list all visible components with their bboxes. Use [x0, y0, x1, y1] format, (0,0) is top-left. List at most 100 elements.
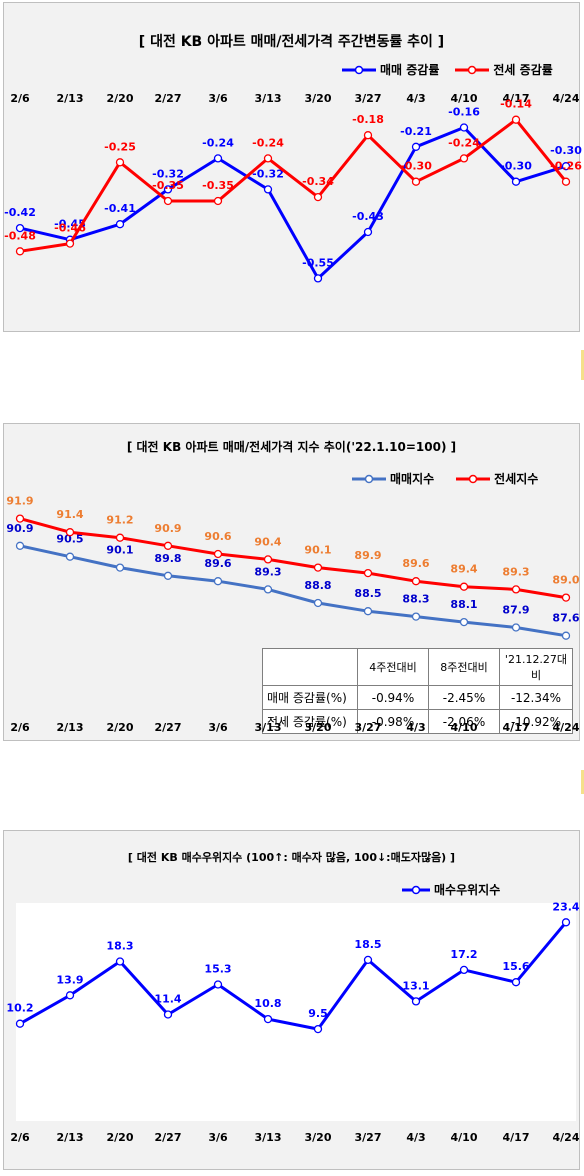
data-label: 89.6: [204, 557, 231, 570]
table-cell: -2.45%: [428, 685, 500, 710]
chart3-legend-label: 매수우위지수: [434, 883, 501, 897]
x-tick-label: 2/27: [155, 1131, 182, 1144]
data-point: [511, 623, 521, 632]
data-label: -0.18: [352, 113, 384, 126]
data-point: [313, 563, 323, 572]
table-cell: -10.92%: [499, 709, 573, 734]
data-label: 90.1: [106, 544, 133, 557]
data-label: -0.14: [500, 98, 532, 111]
table-header: '21.12.27대비: [499, 648, 573, 686]
data-label: -0.46: [54, 222, 86, 235]
x-tick-label: 4/3: [406, 1131, 425, 1144]
table-header: 8주전대비: [428, 648, 500, 686]
table-cell: -2.06%: [428, 709, 500, 734]
data-point: [561, 177, 571, 186]
x-tick-label: 3/13: [255, 721, 282, 734]
data-point: [363, 607, 373, 616]
change-table: 4주전대비 8주전대비 '21.12.27대비 매매 증감률(%) -0.94%…: [262, 648, 573, 734]
data-point: [313, 1024, 323, 1034]
data-label: 91.4: [56, 508, 83, 521]
data-label: -0.35: [152, 179, 184, 192]
chart3-title: [ 대전 KB 매수우위지수 (100↑: 매수자 많음, 100↓:매도자많음…: [127, 851, 456, 864]
data-label: -0.45: [54, 218, 86, 231]
x-tick-label: 4/24: [553, 721, 580, 734]
chart2-legend: 매매지수 전세지수: [352, 470, 538, 487]
data-point: [363, 227, 373, 237]
data-label: 91.2: [106, 514, 133, 527]
x-tick-label: 2/6: [10, 721, 30, 734]
series-line: [19, 118, 568, 253]
data-label: -0.25: [104, 140, 136, 153]
x-tick-label: 4/24: [553, 92, 580, 105]
data-point: [459, 965, 469, 975]
data-label: -0.41: [104, 202, 136, 215]
table-cell: -12.34%: [499, 685, 573, 710]
x-tick-label: 2/20: [107, 92, 134, 105]
data-point: [459, 582, 469, 591]
table-row-label: 매매 증감률(%): [262, 685, 358, 710]
data-point: [263, 185, 273, 194]
data-label: 90.1: [304, 544, 331, 557]
data-label: 87.6: [552, 612, 579, 625]
data-point: [511, 978, 521, 987]
data-label: -0.24: [448, 136, 480, 149]
data-label: 88.8: [304, 579, 331, 592]
data-label: 11.4: [154, 993, 181, 1006]
data-point: [115, 158, 125, 167]
legend-line-icon: [455, 65, 490, 74]
data-point: [459, 154, 469, 163]
data-point: [163, 185, 173, 194]
data-label: -0.30: [500, 160, 532, 173]
data-label: 89.6: [402, 557, 429, 570]
legend-line-icon: [342, 65, 376, 74]
chart1-panel: [ 대전 KB 아파트 매매/전세가격 주간변동률 추이 ] 매매 증감률 전세…: [3, 2, 580, 332]
data-label: -0.43: [352, 210, 384, 223]
x-tick-label: 3/13: [255, 92, 282, 105]
table-header: 4주전대비: [357, 648, 429, 686]
chart2-legend-jeonse: 전세지수: [494, 472, 539, 486]
data-point: [411, 997, 421, 1006]
chart1-legend: 매매 증감률 전세 증감률: [342, 61, 553, 78]
chart1-legend-jeonse: 전세 증감률: [493, 63, 553, 77]
table-row: 매매 증감률(%) -0.94% -2.45% -12.34%: [262, 685, 573, 710]
data-point: [15, 247, 25, 256]
data-point: [213, 980, 223, 989]
data-label: 89.9: [354, 549, 381, 562]
x-tick-label: 2/20: [107, 721, 134, 734]
data-point: [363, 955, 373, 965]
data-point: [163, 1010, 173, 1019]
data-label: 10.8: [254, 997, 281, 1010]
x-tick-label: 4/10: [451, 92, 478, 105]
data-point: [511, 585, 521, 594]
chart2-panel: [ 대전 KB 아파트 매매/전세가격 지수 추이('22.1.10=100) …: [3, 423, 580, 741]
chart3-legend: 매수우위지수: [402, 881, 500, 898]
x-tick-label: 3/27: [355, 1131, 382, 1144]
data-point: [363, 131, 373, 140]
data-label: 89.8: [154, 552, 181, 565]
data-point: [115, 957, 125, 966]
data-point: [15, 1019, 25, 1028]
x-tick-label: 2/13: [57, 1131, 84, 1144]
data-label: -0.24: [252, 136, 284, 149]
data-point: [313, 192, 323, 202]
chart1-title: [ 대전 KB 아파트 매매/전세가격 주간변동률 추이 ]: [138, 34, 445, 50]
data-point: [15, 541, 25, 550]
table-cell: -0.94%: [357, 685, 429, 710]
data-label: 13.1: [402, 979, 429, 992]
data-label: 18.5: [354, 938, 381, 951]
x-tick-label: 4/24: [553, 1131, 580, 1144]
data-label: -0.32: [152, 167, 184, 180]
x-tick-label: 2/13: [57, 721, 84, 734]
data-label: 88.1: [450, 598, 477, 611]
data-label: -0.30: [400, 160, 432, 173]
data-label: 88.3: [402, 593, 429, 606]
data-label: 89.3: [254, 565, 281, 578]
data-label: 9.5: [308, 1007, 328, 1020]
legend-line-icon: [456, 474, 491, 483]
x-tick-label: 3/20: [305, 721, 332, 734]
data-label: 89.0: [552, 574, 579, 587]
x-tick-label: 3/27: [355, 721, 382, 734]
data-point: [213, 196, 223, 206]
data-label: -0.26: [550, 160, 582, 173]
data-point: [561, 162, 571, 171]
